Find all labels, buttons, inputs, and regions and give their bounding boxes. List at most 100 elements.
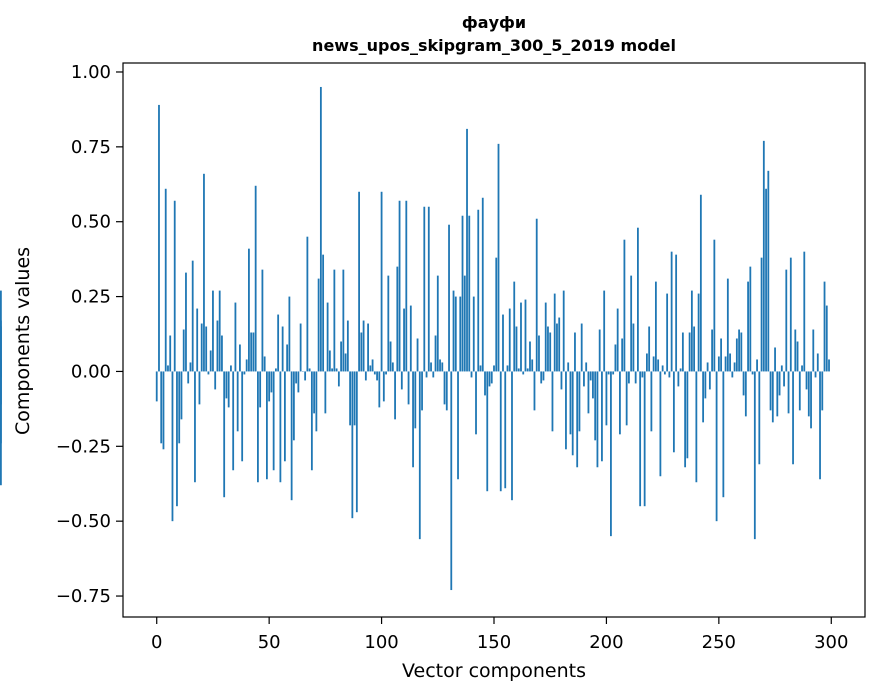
bar-51 [270, 371, 273, 393]
bar-24 [209, 350, 212, 372]
bar-155 [504, 371, 507, 489]
bar-150 [493, 365, 495, 372]
bar-255 [729, 353, 731, 372]
bar-92 [362, 320, 365, 372]
bar-88 [353, 371, 356, 426]
bar-260 [740, 332, 743, 372]
bar-279 [783, 371, 785, 387]
bar-196 [596, 371, 599, 468]
bar-80 [335, 368, 338, 372]
bar-159 [513, 281, 516, 372]
bar-180 [560, 371, 563, 390]
bar-170 [538, 335, 540, 372]
bar-259 [738, 329, 740, 372]
bar-16 [191, 260, 194, 372]
bar-179 [558, 317, 561, 372]
bar-233 [679, 368, 682, 372]
bar-30 [223, 371, 226, 498]
bar-205 [616, 308, 619, 372]
bar-39 [243, 371, 246, 375]
y-axis-label: Components values [12, 247, 34, 435]
bar-285 [796, 341, 799, 372]
bar-258 [735, 338, 738, 372]
bar-73 [319, 86, 322, 372]
bar-98 [376, 371, 378, 381]
bar-79 [333, 269, 336, 372]
bar-176 [551, 371, 554, 432]
bar-42 [250, 332, 253, 372]
bar-238 [690, 290, 693, 372]
bar-146 [484, 371, 486, 396]
bar-292 [812, 329, 815, 372]
bar-242 [699, 194, 702, 372]
bar-114 [412, 371, 414, 468]
y-tick-label: −0.75 [56, 586, 111, 607]
bar-136 [461, 215, 464, 372]
bar-148 [488, 371, 491, 387]
bar-62 [295, 371, 298, 384]
bar-50 [268, 371, 271, 402]
bar-66 [304, 371, 307, 381]
bar-287 [801, 365, 803, 372]
bar-243 [702, 371, 705, 423]
bar-198 [601, 371, 603, 462]
bar-21 [203, 173, 205, 372]
bar-231 [675, 254, 678, 372]
bar-108 [398, 200, 401, 372]
bar-97 [373, 371, 376, 375]
bar-199 [603, 290, 606, 372]
bar-3 [162, 371, 165, 450]
bar-71 [315, 371, 318, 432]
bar-130 [448, 224, 450, 372]
bar-41 [248, 248, 250, 372]
y-tick-label: 0.25 [71, 287, 111, 308]
bar-209 [625, 371, 628, 426]
bar-12 [182, 329, 185, 372]
bar-280 [785, 269, 788, 372]
bar-36 [236, 371, 239, 432]
bar-129 [445, 371, 448, 411]
bar-288 [803, 251, 806, 372]
bar-167 [531, 359, 534, 372]
bar-11 [180, 371, 183, 420]
bar-254 [726, 278, 729, 372]
bar-26 [214, 371, 217, 390]
bar-235 [684, 371, 687, 468]
bar-6 [169, 335, 172, 372]
bar-177 [553, 293, 556, 372]
bar-193 [589, 371, 592, 381]
bar-163 [522, 371, 525, 375]
bar-186 [574, 332, 576, 372]
bar-81 [337, 371, 340, 387]
bar-103 [387, 275, 390, 372]
bar-263 [747, 281, 749, 372]
bar-248 [713, 239, 716, 372]
bar-126 [439, 359, 441, 372]
bar-112 [407, 371, 410, 405]
bar-91 [360, 332, 363, 372]
bar-122 [430, 362, 432, 372]
bar-222 [654, 281, 657, 372]
bar-212 [632, 323, 635, 372]
bar-100 [380, 191, 383, 372]
bar-152 [497, 143, 500, 372]
x-tick-label: 300 [814, 632, 848, 653]
bar-204 [614, 344, 617, 372]
bar-82 [340, 341, 342, 372]
bar-278 [780, 365, 783, 372]
y-axis: 1.00 0.75 0.50 0.25 0.00 −0.25 −0.50 −0.75 [56, 62, 123, 607]
bar-218 [646, 353, 648, 372]
bar-140 [470, 371, 473, 378]
bar-262 [744, 371, 747, 417]
bar-117 [418, 371, 421, 540]
bar-270 [762, 140, 765, 372]
bar-245 [706, 362, 709, 372]
bar-78 [331, 368, 334, 372]
x-tick-label: 200 [589, 632, 623, 653]
bar-294 [816, 353, 819, 372]
bar-207 [621, 338, 624, 372]
bar-68 [308, 368, 311, 372]
x-tick-label: 150 [477, 632, 511, 653]
bar-221 [652, 356, 655, 372]
y-tick-label: −0.50 [56, 511, 111, 532]
